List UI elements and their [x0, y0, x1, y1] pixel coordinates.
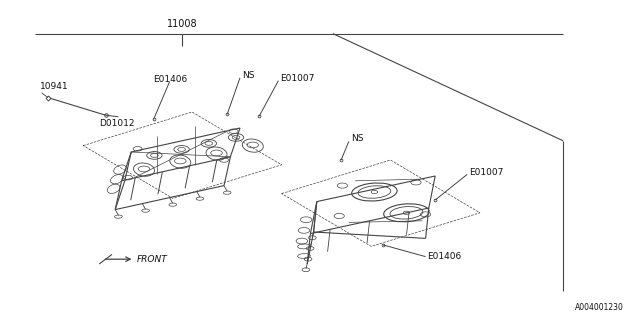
Text: 10941: 10941 — [40, 82, 69, 91]
Text: D01012: D01012 — [99, 119, 134, 128]
Text: FRONT: FRONT — [136, 255, 167, 264]
Text: E01406: E01406 — [428, 252, 462, 261]
Text: E01406: E01406 — [154, 75, 188, 84]
Text: NS: NS — [351, 134, 364, 143]
Text: A004001230: A004001230 — [575, 303, 624, 312]
Text: E01007: E01007 — [280, 74, 315, 83]
Text: NS: NS — [242, 71, 255, 80]
Text: E01007: E01007 — [469, 168, 504, 177]
Text: 11008: 11008 — [167, 19, 198, 29]
